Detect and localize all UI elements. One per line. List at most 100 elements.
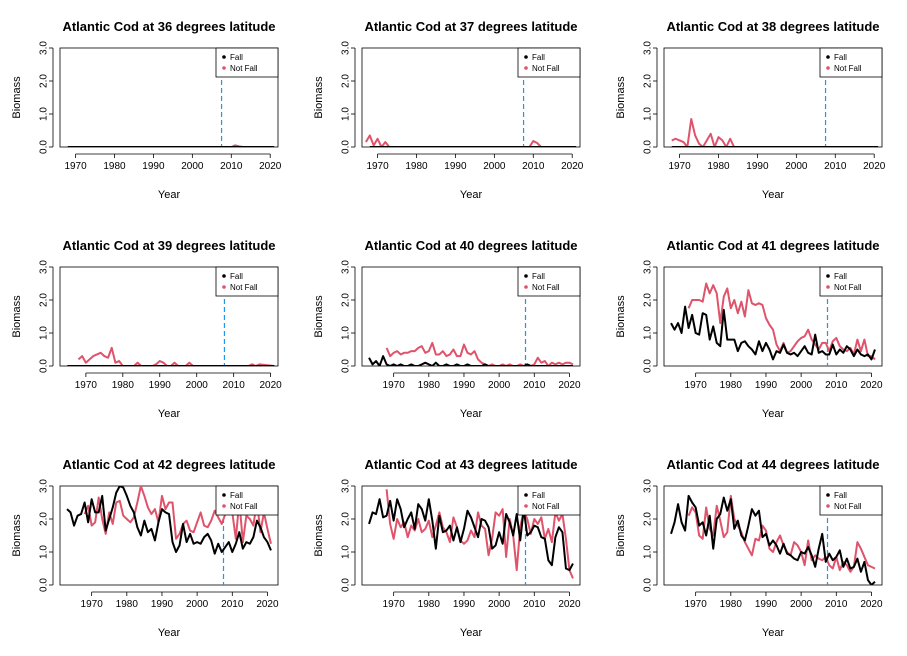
series-line-not-fall xyxy=(77,346,275,366)
x-tick-label: 1970 xyxy=(81,599,104,610)
x-tick-label: 2000 xyxy=(488,599,511,610)
y-tick-label: 3.0 xyxy=(341,260,352,274)
x-tick-label: 1990 xyxy=(453,599,476,610)
x-tick-label: 1980 xyxy=(720,380,743,391)
x-tick-label: 1970 xyxy=(366,161,389,172)
y-tick-label: 0.0 xyxy=(341,140,352,154)
series-line-fall xyxy=(368,355,573,366)
y-tick-label: 2.0 xyxy=(643,512,654,526)
series-line-not-fall xyxy=(365,134,577,147)
legend-marker xyxy=(222,285,226,289)
x-tick-label: 1990 xyxy=(755,380,778,391)
legend-marker xyxy=(826,274,830,278)
legend-marker xyxy=(826,55,830,59)
x-tick-label: 2020 xyxy=(558,380,581,391)
x-axis-label: Year xyxy=(158,627,181,639)
legend-box xyxy=(215,485,279,516)
x-tick-label: 1980 xyxy=(405,161,428,172)
y-tick-label: 2.0 xyxy=(643,74,654,88)
plot-frame xyxy=(59,485,279,586)
x-tick-label: 2000 xyxy=(785,161,808,172)
legend-marker xyxy=(826,66,830,70)
x-axis-label: Year xyxy=(762,189,785,201)
x-tick-label: 2000 xyxy=(181,161,204,172)
x-axis-label: Year xyxy=(460,408,483,420)
legend-box xyxy=(819,485,883,516)
y-tick-label: 0.0 xyxy=(643,359,654,373)
x-axis-label: Year xyxy=(762,408,785,420)
legend-label: Not Fall xyxy=(532,502,560,511)
x-tick-label: 2020 xyxy=(259,380,282,391)
chart-panel: Atlantic Cod at 43 degrees latitude 1970 1… xyxy=(313,457,581,639)
x-tick-label: 1970 xyxy=(685,380,708,391)
series-line-not-fall xyxy=(385,489,574,579)
x-tick-label: 1990 xyxy=(151,599,174,610)
y-tick-label: 1.0 xyxy=(341,326,352,340)
legend-label: Not Fall xyxy=(230,502,258,511)
y-tick-label: 3.0 xyxy=(39,41,50,55)
legend-box xyxy=(517,266,581,297)
legend-box xyxy=(819,47,883,78)
x-tick-label: 2010 xyxy=(523,380,546,391)
x-tick-label: 2010 xyxy=(523,599,546,610)
y-axis-label: Biomass xyxy=(11,295,23,338)
legend-marker xyxy=(524,274,528,278)
y-tick-label: 3.0 xyxy=(341,479,352,493)
x-tick-label: 1990 xyxy=(453,380,476,391)
x-tick-label: 1980 xyxy=(418,599,441,610)
y-tick-label: 2.0 xyxy=(643,293,654,307)
x-tick-label: 1980 xyxy=(720,599,743,610)
x-tick-label: 2020 xyxy=(259,161,282,172)
x-tick-label: 1990 xyxy=(755,599,778,610)
y-tick-label: 0.0 xyxy=(643,140,654,154)
legend-label: Not Fall xyxy=(532,64,560,73)
y-tick-label: 1.0 xyxy=(643,326,654,340)
legend-label: Fall xyxy=(532,272,545,281)
y-tick-label: 3.0 xyxy=(341,41,352,55)
legend-marker xyxy=(524,66,528,70)
legend-marker xyxy=(826,285,830,289)
legend-box xyxy=(517,47,581,78)
x-tick-label: 1990 xyxy=(149,380,172,391)
x-tick-label: 1980 xyxy=(707,161,730,172)
chart-title: Atlantic Cod at 42 degrees latitude xyxy=(62,457,275,472)
series-line-fall xyxy=(66,486,272,555)
x-tick-label: 1970 xyxy=(383,599,406,610)
y-tick-label: 2.0 xyxy=(341,512,352,526)
legend-marker xyxy=(222,66,226,70)
legend-label: Fall xyxy=(834,53,847,62)
chart-title: Atlantic Cod at 36 degrees latitude xyxy=(62,19,275,34)
series-line-not-fall xyxy=(385,341,574,366)
legend-marker xyxy=(524,55,528,59)
y-axis-label: Biomass xyxy=(615,295,627,338)
x-tick-label: 1980 xyxy=(103,161,126,172)
legend-marker xyxy=(826,493,830,497)
y-tick-label: 1.0 xyxy=(39,545,50,559)
x-tick-label: 2000 xyxy=(186,599,209,610)
y-tick-label: 0.0 xyxy=(39,140,50,154)
chart-panel: Atlantic Cod at 40 degrees latitude 1970 1… xyxy=(313,238,581,420)
y-tick-label: 3.0 xyxy=(39,260,50,274)
chart-title: Atlantic Cod at 37 degrees latitude xyxy=(364,19,577,34)
legend-label: Not Fall xyxy=(834,283,862,292)
legend-label: Fall xyxy=(834,272,847,281)
x-axis-label: Year xyxy=(460,189,483,201)
chart-panel: Atlantic Cod at 42 degrees latitude 1970 1… xyxy=(11,457,279,639)
x-tick-label: 2010 xyxy=(824,161,847,172)
chart-title: Atlantic Cod at 40 degrees latitude xyxy=(364,238,577,253)
y-axis-label: Biomass xyxy=(11,76,23,119)
y-tick-label: 1.0 xyxy=(341,107,352,121)
legend-marker xyxy=(524,504,528,508)
x-axis-label: Year xyxy=(762,627,785,639)
y-tick-label: 1.0 xyxy=(39,326,50,340)
x-tick-label: 1990 xyxy=(746,161,769,172)
x-tick-label: 2020 xyxy=(860,599,883,610)
series-line-fall xyxy=(368,498,574,572)
y-axis-label: Biomass xyxy=(313,76,325,119)
y-tick-label: 3.0 xyxy=(643,41,654,55)
legend-label: Fall xyxy=(230,272,243,281)
series-line-not-fall xyxy=(671,117,879,147)
x-tick-label: 2000 xyxy=(483,161,506,172)
chart-panel: Atlantic Cod at 41 degrees latitude 1970 1… xyxy=(615,238,883,420)
